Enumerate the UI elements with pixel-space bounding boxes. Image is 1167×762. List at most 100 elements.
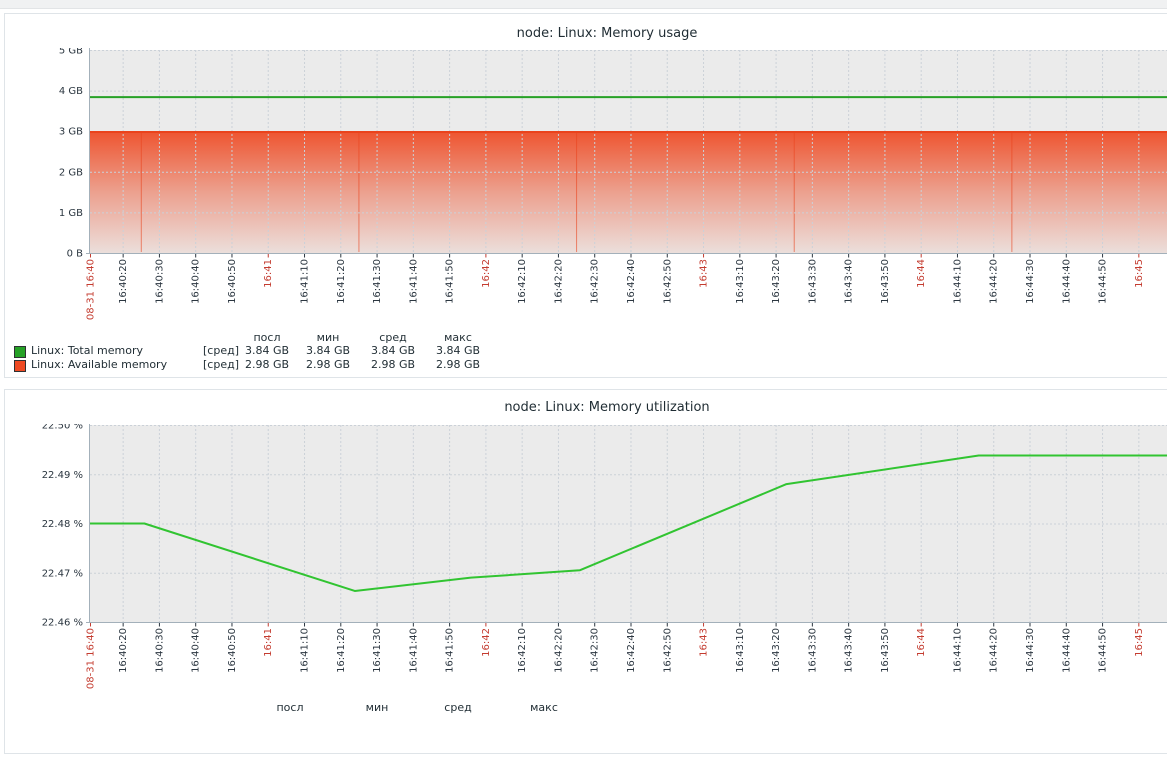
y-axis-label: 0 B xyxy=(67,249,84,260)
x-axis-label: 16:43:10 xyxy=(735,259,746,304)
x-axis-label: 16:45 xyxy=(1134,628,1145,657)
y-axis-label: 22.46 % xyxy=(42,618,83,629)
x-axis-label: 16:40:30 xyxy=(154,628,165,673)
legend-series-color xyxy=(14,346,26,358)
axes xyxy=(86,424,1167,623)
x-axis-label: 16:42:30 xyxy=(590,628,601,673)
x-axis-label: 16:41:30 xyxy=(372,259,383,304)
y-axis-label: 3 GB xyxy=(59,127,83,138)
x-axis-label: 16:44:10 xyxy=(952,628,963,673)
x-axis-label: 16:42 xyxy=(481,259,492,288)
x-axis-label: 16:44:40 xyxy=(1061,628,1072,673)
x-axis-label: 16:42:10 xyxy=(517,628,528,673)
legend-series-value: 3.84 GB xyxy=(244,344,290,357)
x-axis-label: 16:44 xyxy=(916,259,927,288)
x-axis-label: 16:40:20 xyxy=(118,259,129,304)
y-axis-label: 2 GB xyxy=(59,167,83,178)
x-axis-label: 16:44:20 xyxy=(989,628,1000,673)
y-axis-label: 22.49 % xyxy=(42,470,83,481)
x-axis-label: 16:42:50 xyxy=(662,628,673,673)
legend-series-color xyxy=(14,360,26,372)
memory-utilization-legend: посл мин сред макс xyxy=(5,702,705,762)
gridlines xyxy=(90,425,1167,622)
x-axis-label: 16:42:20 xyxy=(553,259,564,304)
x-axis-label: 16:44:20 xyxy=(989,259,1000,304)
legend-series-name: Linux: Available memory xyxy=(31,358,168,371)
memory-utilization-graph[interactable]: 22.50 % 22.49 % 22.48 % 22.47 % 22.46 %08-31… xyxy=(5,424,1167,706)
available-memory-area xyxy=(90,132,1167,253)
y-axis-label: 22.47 % xyxy=(42,568,83,579)
x-axis-label: 16:40:50 xyxy=(227,628,238,673)
x-axis-label: 16:43:50 xyxy=(880,259,891,304)
legend-series-value: 2.98 GB xyxy=(244,358,290,371)
axes xyxy=(86,48,1167,254)
legend-series-value: 2.98 GB xyxy=(435,358,481,371)
memory-usage-graph[interactable]: 5 GB 4 GB 3 GB 2 GB 1 GB 0 B08-31 16:40 16:40:… xyxy=(5,48,1167,330)
legend-series-value: 3.84 GB xyxy=(305,344,351,357)
x-axis-label: 16:41:50 xyxy=(445,628,456,673)
y-axis-label: 22.48 % xyxy=(42,519,83,530)
x-axis-label: 16:43:30 xyxy=(807,628,818,673)
legend-column-header: посл xyxy=(253,331,281,344)
x-axis-label: 16:43:40 xyxy=(844,628,855,673)
x-axis-label: 16:41:20 xyxy=(336,259,347,304)
x-axis-label: 16:44:30 xyxy=(1025,259,1036,304)
x-axis-label: 16:44:40 xyxy=(1061,259,1072,304)
x-axis-label: 16:42:40 xyxy=(626,628,637,673)
y-axis-label: 22.50 % xyxy=(42,424,83,432)
x-axis-label: 08-31 16:40 xyxy=(86,259,97,320)
x-axis-label: 16:40:40 xyxy=(191,259,202,304)
x-axis-label: 16:45 xyxy=(1134,259,1145,288)
y-axis-label: 4 GB xyxy=(59,86,83,97)
legend-column-header: мин xyxy=(365,701,389,714)
x-axis-label: 16:43 xyxy=(699,259,710,288)
x-axis-label: 16:41:40 xyxy=(408,259,419,304)
x-axis-label: 16:44:50 xyxy=(1098,259,1109,304)
x-axis-label: 16:44:30 xyxy=(1025,628,1036,673)
x-axis-label: 16:42:20 xyxy=(553,628,564,673)
x-axis-label: 16:43:30 xyxy=(807,259,818,304)
memory-utilization-title: node: Linux: Memory utilization xyxy=(504,400,710,415)
legend-column-header: посл xyxy=(276,701,304,714)
y-axis-label: 5 GB xyxy=(59,48,83,57)
x-axis-label: 16:43 xyxy=(699,628,710,657)
x-axis-label: 16:41:10 xyxy=(300,259,311,304)
memory-usage-title: node: Linux: Memory usage xyxy=(516,26,698,41)
x-axis-label: 16:41:50 xyxy=(445,259,456,304)
x-axis-label: 16:43:10 xyxy=(735,628,746,673)
x-axis-label: 16:43:20 xyxy=(771,628,782,673)
legend-column-header: сред xyxy=(444,701,472,714)
x-axis-label: 16:41:20 xyxy=(336,628,347,673)
x-axis-label: 16:40:30 xyxy=(154,259,165,304)
legend-column-header: мин xyxy=(316,331,340,344)
x-axis-label: 16:43:20 xyxy=(771,259,782,304)
memory-utilization-widget: node: Linux: Memory utilization 22.50 % 2… xyxy=(4,389,1167,754)
x-axis-label: 16:41:10 xyxy=(300,628,311,673)
legend-column-header: макс xyxy=(530,701,558,714)
legend-series-function: [сред] xyxy=(203,358,239,371)
x-axis-label: 16:42:30 xyxy=(590,259,601,304)
x-axis-label: 16:42:10 xyxy=(517,259,528,304)
legend-column-header: сред xyxy=(379,331,407,344)
x-axis-label: 16:41 xyxy=(263,628,274,657)
x-axis-label: 16:41:30 xyxy=(372,628,383,673)
legend-series-value: 3.84 GB xyxy=(435,344,481,357)
x-axis-label: 16:42:40 xyxy=(626,259,637,304)
legend-series-value: 2.98 GB xyxy=(305,358,351,371)
x-axis-label: 16:41:40 xyxy=(408,628,419,673)
legend-series-value: 3.84 GB xyxy=(370,344,416,357)
x-axis-label: 16:43:40 xyxy=(844,259,855,304)
y-axis-label: 1 GB xyxy=(59,208,83,219)
legend-series-value: 2.98 GB xyxy=(370,358,416,371)
legend-series-name: Linux: Total memory xyxy=(31,344,143,357)
x-axis-label: 16:42:50 xyxy=(662,259,673,304)
x-axis-label: 08-31 16:40 xyxy=(86,628,97,689)
page-top-strip xyxy=(0,0,1167,9)
x-axis-label: 16:43:50 xyxy=(880,628,891,673)
legend-series-function: [сред] xyxy=(203,344,239,357)
memory-usage-widget: node: Linux: Memory usage 5 GB 4 GB 3 GB 2 … xyxy=(4,13,1167,378)
series-line xyxy=(90,454,1167,592)
x-axis-label: 16:41 xyxy=(263,259,274,288)
x-axis-label: 16:40:40 xyxy=(191,628,202,673)
legend-column-header: макс xyxy=(444,331,472,344)
